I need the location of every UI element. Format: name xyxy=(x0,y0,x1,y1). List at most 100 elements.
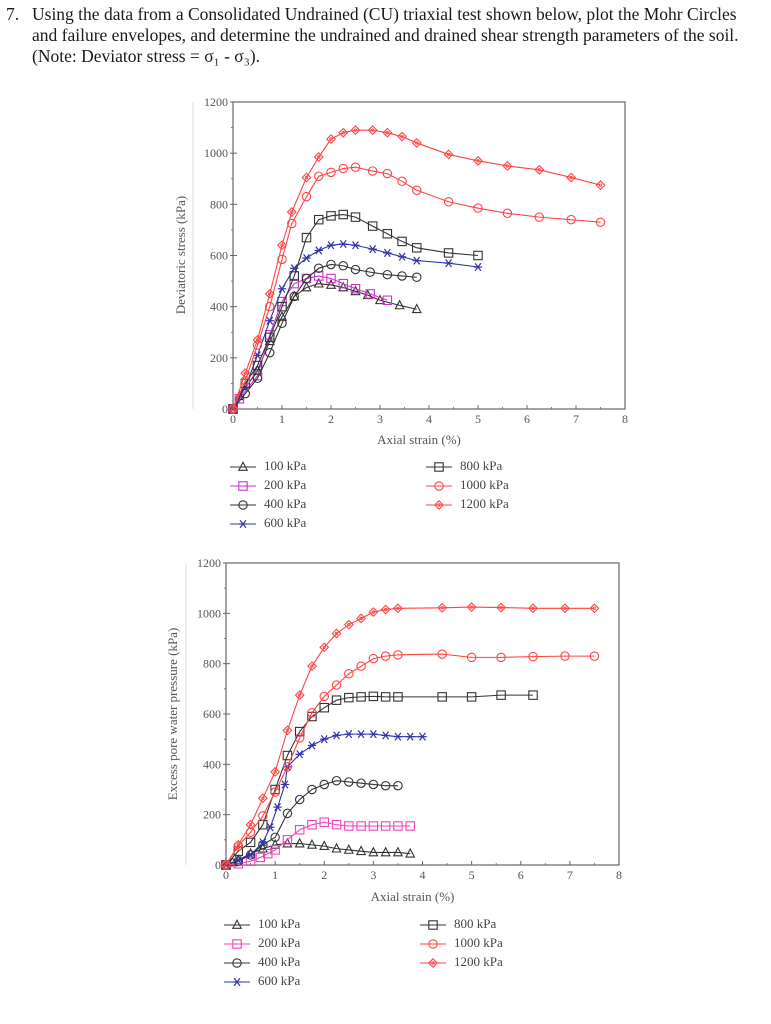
data-point xyxy=(265,316,274,325)
data-point xyxy=(289,291,299,302)
data-point xyxy=(319,702,329,713)
data-point xyxy=(319,642,330,653)
legend-label: 400 kPa xyxy=(258,954,301,969)
data-point xyxy=(277,240,287,251)
data-point xyxy=(393,821,403,831)
x-tick-label: 4 xyxy=(426,412,432,426)
legend-label: 1000 kPa xyxy=(460,477,509,492)
data-point xyxy=(326,134,336,145)
data-point xyxy=(287,218,297,229)
data-point xyxy=(307,819,317,830)
data-point xyxy=(331,775,342,786)
data-point xyxy=(273,802,282,812)
legend-marker xyxy=(434,500,444,510)
data-point xyxy=(294,690,305,701)
data-point xyxy=(405,821,415,831)
data-point xyxy=(411,303,422,314)
data-point xyxy=(277,284,287,293)
x-tick-label: 5 xyxy=(469,868,475,882)
data-point xyxy=(257,842,268,853)
legend-marker xyxy=(232,958,242,968)
data-point xyxy=(319,817,329,827)
data-point xyxy=(381,731,390,740)
series-line xyxy=(225,653,595,866)
series-line xyxy=(225,733,423,866)
data-point xyxy=(277,254,287,265)
data-point xyxy=(528,651,538,662)
data-point xyxy=(350,162,361,172)
x-tick-label: 7 xyxy=(567,868,573,882)
data-point xyxy=(496,602,507,613)
data-point xyxy=(326,241,336,250)
data-point xyxy=(356,821,366,831)
y-axis-label: Excess pore water pressure (kPa) xyxy=(165,628,180,801)
data-point xyxy=(397,271,407,281)
legend-marker xyxy=(231,919,243,929)
legend-label: 400 kPa xyxy=(264,496,307,511)
data-point xyxy=(528,603,539,614)
data-point xyxy=(307,784,317,795)
data-point xyxy=(270,766,281,777)
data-point xyxy=(313,277,324,288)
data-point xyxy=(437,692,447,702)
x-tick-label: 3 xyxy=(377,412,383,426)
y-tick-label: 600 xyxy=(203,707,221,721)
x-axis-label: Axial strain (%) xyxy=(371,889,455,904)
data-point xyxy=(319,691,329,702)
data-point xyxy=(270,845,280,855)
circle-marker-icon xyxy=(224,958,250,968)
data-point xyxy=(326,211,336,221)
data-point xyxy=(473,262,483,272)
y-tick-label: 1000 xyxy=(197,606,221,620)
legend-label: 100 kPa xyxy=(258,916,301,931)
data-point xyxy=(280,780,290,789)
data-point xyxy=(392,846,404,857)
triangle-marker-icon xyxy=(230,461,256,471)
legend-marker xyxy=(232,977,242,987)
legend-marker xyxy=(434,462,444,472)
data-point xyxy=(365,267,375,277)
data-point xyxy=(350,285,361,296)
data-point xyxy=(245,837,256,848)
legend-label: 200 kPa xyxy=(258,935,301,950)
data-point xyxy=(331,628,342,639)
series-1000-kpa xyxy=(221,649,600,870)
y-tick-label: 200 xyxy=(210,351,228,365)
x-tick-label: 6 xyxy=(518,868,524,882)
legend-label: 1000 kPa xyxy=(454,935,503,950)
legend-marker xyxy=(428,920,438,930)
data-point xyxy=(338,127,349,138)
data-point xyxy=(344,692,354,703)
legend-marker xyxy=(238,519,248,529)
data-point xyxy=(392,603,403,614)
data-point xyxy=(405,847,416,858)
data-point xyxy=(356,613,367,624)
data-point xyxy=(339,239,348,249)
data-point xyxy=(307,741,317,750)
data-point xyxy=(350,284,361,294)
legend-label: 200 kPa xyxy=(264,477,307,492)
question-number: 7. xyxy=(6,4,20,24)
x-axis-label: Axial strain (%) xyxy=(377,432,461,447)
legend-label: 800 kPa xyxy=(454,916,497,931)
x-tick-label: 5 xyxy=(475,412,481,426)
data-point xyxy=(411,272,422,282)
data-point xyxy=(332,731,341,740)
data-point xyxy=(344,668,354,679)
data-point xyxy=(356,729,366,739)
data-point xyxy=(319,779,329,790)
data-point xyxy=(233,841,244,851)
series-line xyxy=(232,166,601,410)
y-tick-label: 600 xyxy=(210,249,228,263)
circle-marker-icon xyxy=(426,481,452,491)
y-axis-label: Deviatoric stress (kPa) xyxy=(173,196,188,314)
data-point xyxy=(367,221,378,231)
x-tick-label: 0 xyxy=(230,412,236,426)
data-point xyxy=(382,229,393,239)
legend-marker xyxy=(434,481,444,491)
data-point xyxy=(289,271,299,281)
data-point xyxy=(264,301,275,312)
data-point xyxy=(382,295,393,306)
star-marker-icon xyxy=(224,977,250,987)
legend-label: 1200 kPa xyxy=(454,954,503,969)
